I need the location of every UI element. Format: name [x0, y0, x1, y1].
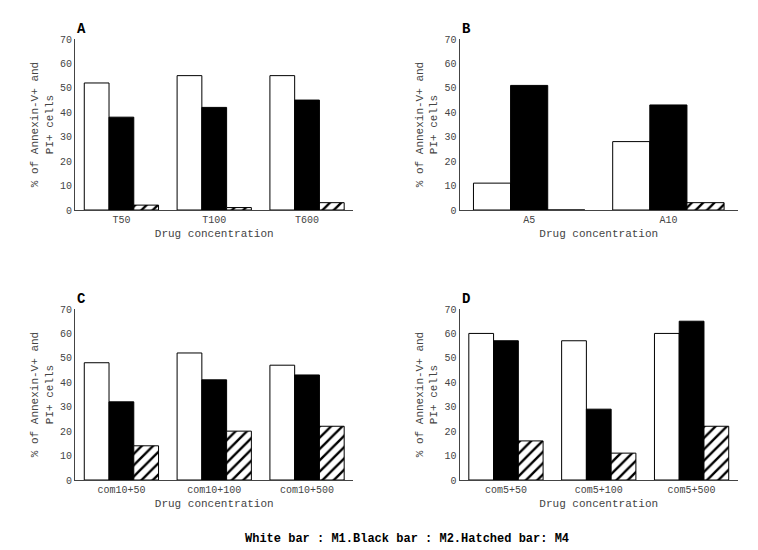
svg-text:Drug concentration: Drug concentration — [155, 498, 274, 510]
svg-text:com10+50: com10+50 — [97, 485, 145, 496]
svg-text:40: 40 — [60, 108, 72, 119]
svg-text:com5+100: com5+100 — [575, 485, 623, 496]
svg-text:10: 10 — [445, 181, 457, 192]
svg-text:A: A — [77, 21, 86, 37]
svg-text:T100: T100 — [202, 215, 226, 226]
svg-text:20: 20 — [445, 157, 457, 168]
svg-text:60: 60 — [60, 59, 72, 70]
svg-text:B: B — [462, 21, 471, 37]
svg-text:0: 0 — [66, 476, 72, 487]
svg-text:% of Annexin-V+ andPI+ cells: % of Annexin-V+ andPI+ cells — [29, 62, 55, 187]
svg-text:40: 40 — [445, 378, 457, 389]
svg-text:50: 50 — [60, 353, 72, 364]
svg-text:50: 50 — [445, 83, 457, 94]
svg-text:Drug concentration: Drug concentration — [539, 228, 658, 240]
svg-text:T50: T50 — [112, 215, 130, 226]
svg-text:C: C — [77, 291, 86, 307]
svg-text:50: 50 — [445, 353, 457, 364]
svg-text:Drug concentration: Drug concentration — [539, 498, 658, 510]
svg-text:40: 40 — [445, 108, 457, 119]
svg-text:% of Annexin-V+ andPI+ cells: % of Annexin-V+ andPI+ cells — [414, 62, 440, 187]
svg-text:30: 30 — [445, 402, 457, 413]
svg-text:A10: A10 — [659, 215, 677, 226]
svg-text:Drug concentration: Drug concentration — [155, 228, 274, 240]
svg-text:T600: T600 — [295, 215, 319, 226]
svg-text:40: 40 — [60, 378, 72, 389]
svg-text:10: 10 — [60, 451, 72, 462]
svg-text:D: D — [462, 291, 470, 307]
svg-text:60: 60 — [60, 329, 72, 340]
svg-text:30: 30 — [445, 132, 457, 143]
svg-text:50: 50 — [60, 83, 72, 94]
svg-text:0: 0 — [451, 476, 457, 487]
svg-text:0: 0 — [451, 206, 457, 217]
svg-text:com5+50: com5+50 — [485, 485, 527, 496]
svg-text:60: 60 — [445, 59, 457, 70]
svg-text:20: 20 — [60, 157, 72, 168]
svg-text:0: 0 — [66, 206, 72, 217]
svg-text:30: 30 — [60, 402, 72, 413]
svg-text:70: 70 — [60, 305, 72, 316]
svg-text:% of Annexin-V+ andPI+ cells: % of Annexin-V+ andPI+ cells — [414, 332, 440, 457]
svg-text:70: 70 — [60, 35, 72, 46]
svg-text:10: 10 — [445, 451, 457, 462]
svg-text:20: 20 — [445, 427, 457, 438]
svg-text:70: 70 — [445, 35, 457, 46]
svg-text:com10+500: com10+500 — [280, 485, 334, 496]
svg-text:30: 30 — [60, 132, 72, 143]
svg-text:60: 60 — [445, 329, 457, 340]
svg-text:White bar : M1.Black bar : M2.: White bar : M1.Black bar : M2.Hatched ba… — [245, 532, 569, 546]
svg-text:10: 10 — [60, 181, 72, 192]
svg-text:com5+500: com5+500 — [668, 485, 716, 496]
svg-text:com10+100: com10+100 — [187, 485, 241, 496]
svg-text:70: 70 — [445, 305, 457, 316]
svg-text:A5: A5 — [523, 215, 535, 226]
svg-text:20: 20 — [60, 427, 72, 438]
svg-text:% of Annexin-V+ andPI+ cells: % of Annexin-V+ andPI+ cells — [29, 332, 55, 457]
